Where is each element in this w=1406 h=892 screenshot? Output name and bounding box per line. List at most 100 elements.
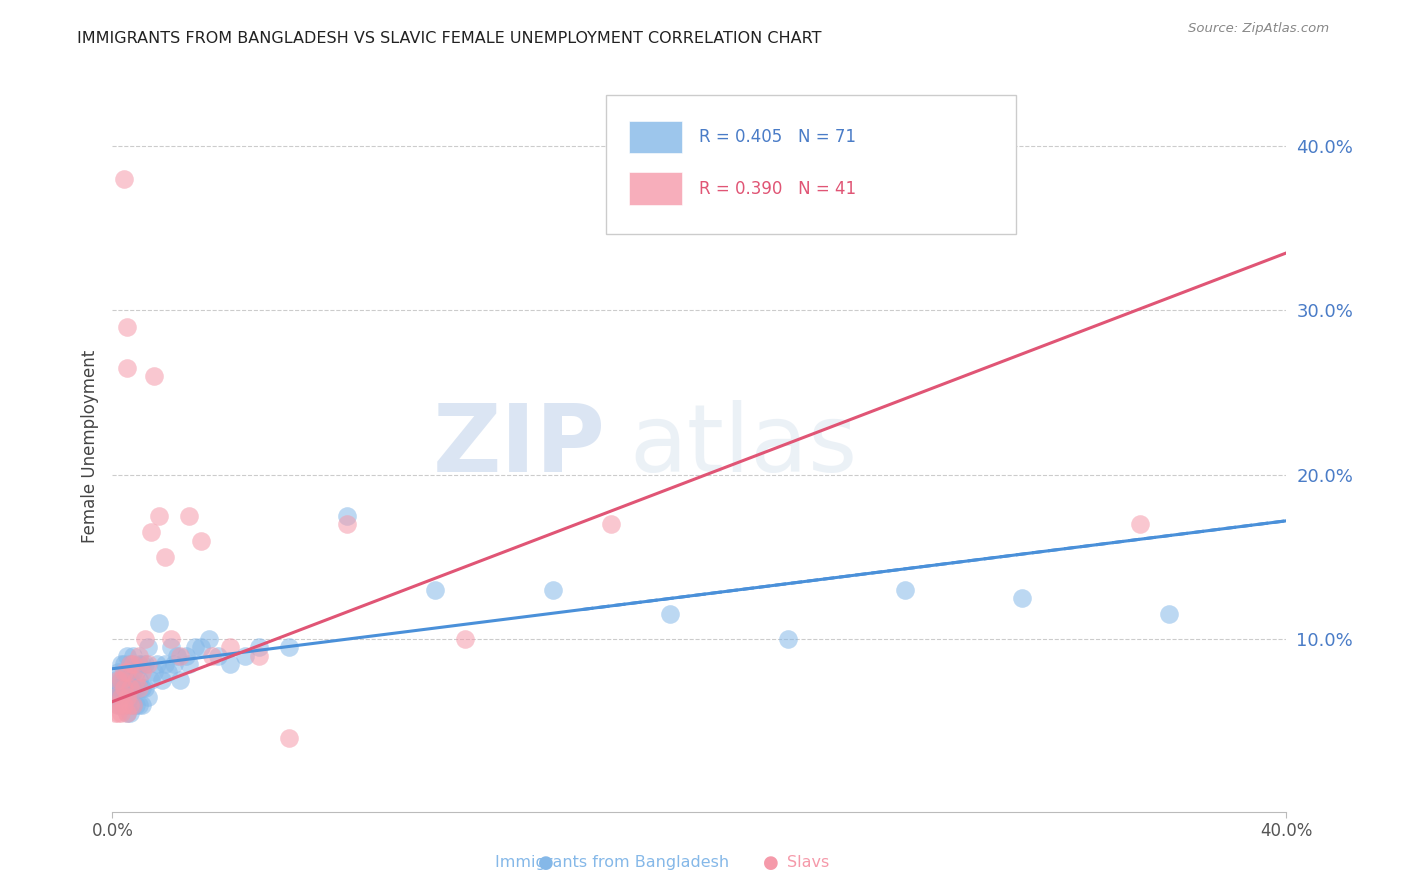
Point [104,690,127,704]
Point [112,698,135,712]
Point [150,673,173,688]
Point [112,172,135,186]
Point [122,648,145,663]
Point [169,648,191,663]
Point [233,648,256,663]
Point [122,681,145,696]
Point [107,698,129,712]
Y-axis label: Female Unemployment: Female Unemployment [80,350,98,542]
Point [120,681,142,696]
Text: ZIP: ZIP [433,400,606,492]
Point [336,517,359,532]
Point [183,640,205,655]
Point [160,632,183,647]
Point [136,657,159,671]
Point [128,698,150,712]
Text: IMMIGRANTS FROM BANGLADESH VS SLAVIC FEMALE UNEMPLOYMENT CORRELATION CHART: IMMIGRANTS FROM BANGLADESH VS SLAVIC FEM… [77,31,823,46]
Point [120,657,142,671]
Text: Immigrants from Bangladesh: Immigrants from Bangladesh [495,855,728,870]
Point [125,681,148,696]
Point [120,706,142,720]
Point [107,706,129,720]
Point [155,549,177,564]
Point [142,369,165,384]
Point [198,632,221,647]
Point [125,665,148,679]
Point [1011,591,1033,605]
Point [120,698,142,712]
Point [115,360,138,375]
Point [541,582,564,597]
Point [120,657,142,671]
Point [247,648,270,663]
Point [1129,517,1152,532]
Point [190,640,212,655]
Point [218,640,242,655]
Point [112,665,135,679]
Point [201,648,224,663]
Point [163,657,186,671]
Point [115,319,138,334]
Bar [628,171,682,204]
Point [277,640,299,655]
Bar [628,120,682,153]
FancyBboxPatch shape [606,95,1017,234]
Text: ●: ● [762,854,779,871]
Point [600,517,623,532]
Point [104,690,127,704]
Point [131,657,153,671]
Point [110,673,132,688]
Text: Source: ZipAtlas.com: Source: ZipAtlas.com [1188,22,1329,36]
Point [128,673,150,688]
Point [115,673,138,688]
Point [115,706,138,720]
Point [122,665,145,679]
Point [110,706,132,720]
Point [110,657,132,671]
Point [115,681,138,696]
Point [128,648,150,663]
Point [155,657,177,671]
Point [136,690,159,704]
Point [453,632,475,647]
Point [104,706,127,720]
Text: ●: ● [537,854,554,871]
Point [894,582,917,597]
Point [139,525,162,540]
Point [169,673,191,688]
Point [115,665,138,679]
Point [134,632,156,647]
Point [336,508,359,523]
Point [104,681,127,696]
Point [112,698,135,712]
Point [128,681,150,696]
Point [218,657,242,671]
Point [1159,607,1181,622]
Point [112,690,135,704]
Point [425,582,447,597]
Point [142,665,165,679]
Point [136,640,159,655]
Point [120,690,142,704]
Point [115,648,138,663]
Point [776,632,799,647]
Text: atlas: atlas [628,400,858,492]
Point [247,640,270,655]
Point [120,673,142,688]
Text: Slavs: Slavs [787,855,830,870]
Point [134,681,156,696]
Point [112,681,135,696]
Point [145,657,167,671]
Point [190,533,212,548]
Point [139,673,162,688]
Point [107,673,129,688]
Point [110,681,132,696]
Point [122,657,145,671]
Point [125,673,148,688]
Text: R = 0.390   N = 41: R = 0.390 N = 41 [699,179,856,197]
Point [125,698,148,712]
Point [115,690,138,704]
Point [110,698,132,712]
Point [157,665,180,679]
Point [112,673,135,688]
